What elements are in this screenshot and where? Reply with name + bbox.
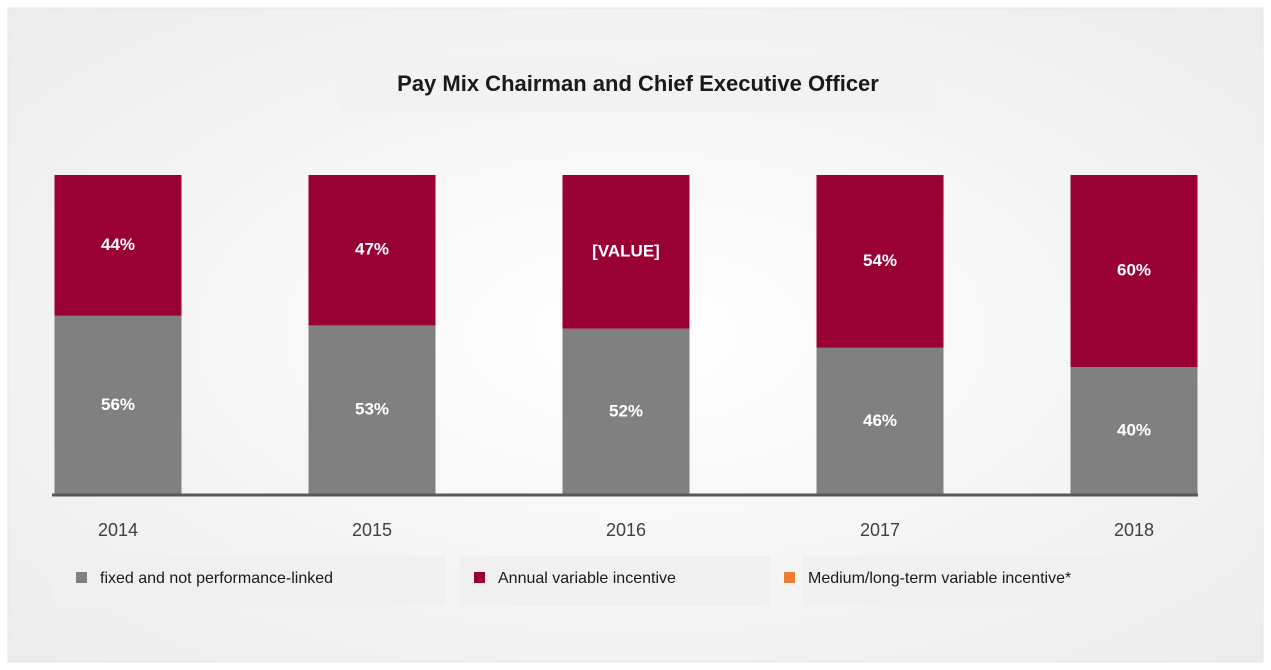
bar-segment <box>562 328 690 495</box>
bar-segment <box>54 315 182 495</box>
bar-segment <box>308 175 436 326</box>
data-label: [VALUE] <box>592 241 660 260</box>
bar-segment <box>54 175 182 316</box>
bar-segment <box>816 347 944 495</box>
legend-label: Annual variable incentive <box>498 570 676 587</box>
legend-label: fixed and not performance-linked <box>100 570 333 587</box>
data-label: 47% <box>355 240 389 259</box>
data-label: 60% <box>1117 260 1151 279</box>
bar-segment <box>562 175 690 329</box>
data-label: 44% <box>101 235 135 254</box>
x-tick-label: 2015 <box>352 520 392 540</box>
x-tick-label: 2018 <box>1114 520 1154 540</box>
bar-segment <box>1070 367 1198 495</box>
bar-segment <box>1070 175 1198 367</box>
title-box <box>338 58 938 112</box>
x-tick-label: 2014 <box>98 520 138 540</box>
chart-title: Pay Mix Chairman and Chief Executive Off… <box>397 71 879 96</box>
x-tick-label: 2016 <box>606 520 646 540</box>
data-label: 53% <box>355 400 389 419</box>
legend-swatch <box>784 572 795 583</box>
legend-box <box>54 556 446 606</box>
bar-segment <box>816 175 944 348</box>
data-label: 54% <box>863 251 897 270</box>
legend-swatch <box>474 572 485 583</box>
x-tick-label: 2017 <box>860 520 900 540</box>
data-label: 56% <box>101 395 135 414</box>
data-label: 52% <box>609 401 643 420</box>
legend-box <box>802 556 1154 606</box>
data-label: 46% <box>863 411 897 430</box>
legend-label: Medium/long-term variable incentive* <box>808 570 1071 587</box>
legend-box <box>460 556 770 606</box>
bar-segment <box>308 325 436 495</box>
legend-swatch <box>76 572 87 583</box>
data-label: 40% <box>1117 420 1151 439</box>
